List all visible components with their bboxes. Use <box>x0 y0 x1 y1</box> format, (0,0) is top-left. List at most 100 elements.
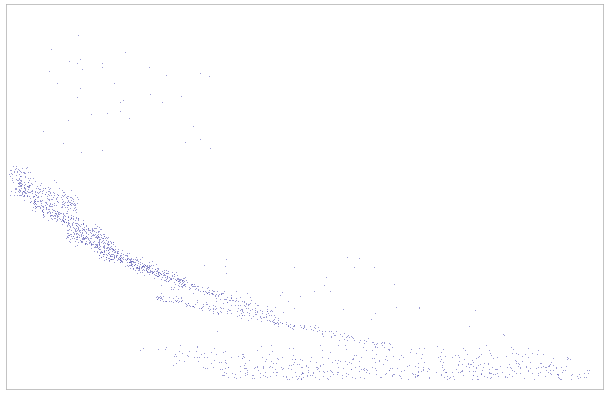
Point <box>125 257 135 264</box>
Point <box>65 239 75 245</box>
Point <box>367 339 377 345</box>
Point <box>176 298 186 304</box>
Point <box>407 369 417 376</box>
Point <box>509 368 519 375</box>
Point <box>71 220 81 226</box>
Point <box>541 364 551 370</box>
Point <box>225 354 235 360</box>
Point <box>253 309 262 316</box>
Point <box>68 219 77 225</box>
Point <box>95 235 105 242</box>
Point <box>10 185 20 191</box>
Point <box>99 243 109 250</box>
Point <box>222 299 231 305</box>
Point <box>11 163 21 169</box>
Point <box>468 363 478 369</box>
Point <box>152 273 161 279</box>
Point <box>418 365 428 372</box>
Point <box>314 368 324 375</box>
Point <box>98 251 108 257</box>
Point <box>213 310 223 316</box>
Point <box>262 308 272 314</box>
Point <box>240 365 250 371</box>
Point <box>451 366 461 373</box>
Point <box>457 368 466 375</box>
Point <box>437 362 446 368</box>
Point <box>82 222 91 228</box>
Point <box>253 302 263 308</box>
Point <box>211 292 220 298</box>
Point <box>151 272 161 278</box>
Point <box>56 217 66 224</box>
Point <box>497 369 507 375</box>
Point <box>13 188 23 195</box>
Point <box>339 330 349 336</box>
Point <box>79 224 89 230</box>
Point <box>267 348 277 354</box>
Point <box>125 265 135 272</box>
Point <box>111 242 121 249</box>
Point <box>151 294 161 300</box>
Point <box>384 340 394 346</box>
Point <box>264 312 274 318</box>
Point <box>433 354 443 360</box>
Point <box>325 367 334 373</box>
Point <box>396 352 406 358</box>
Point <box>144 263 154 269</box>
Point <box>65 201 74 207</box>
Point <box>54 209 63 215</box>
Point <box>65 58 74 64</box>
Point <box>245 297 255 303</box>
Point <box>116 258 126 264</box>
Point <box>283 298 293 304</box>
Point <box>380 371 390 378</box>
Point <box>303 369 312 375</box>
Point <box>18 169 28 175</box>
Point <box>347 374 357 380</box>
Point <box>79 236 88 242</box>
Point <box>238 351 247 357</box>
Point <box>163 278 173 284</box>
Point <box>269 312 279 318</box>
Point <box>92 234 102 240</box>
Point <box>16 191 26 198</box>
Point <box>314 327 323 333</box>
Point <box>171 353 181 359</box>
Point <box>146 268 155 275</box>
Point <box>205 306 215 312</box>
Point <box>123 263 133 270</box>
Point <box>500 373 510 379</box>
Point <box>149 275 159 281</box>
Point <box>471 364 481 370</box>
Point <box>152 296 161 302</box>
Point <box>116 252 125 258</box>
Point <box>175 283 185 290</box>
Point <box>63 222 72 229</box>
Point <box>13 166 23 173</box>
Point <box>33 194 43 200</box>
Point <box>166 298 176 304</box>
Point <box>66 215 76 221</box>
Point <box>153 269 163 275</box>
Point <box>262 306 272 312</box>
Point <box>282 375 292 382</box>
Point <box>277 320 287 326</box>
Point <box>356 366 366 372</box>
Point <box>99 244 108 251</box>
Point <box>125 259 135 265</box>
Point <box>99 239 109 245</box>
Point <box>16 185 26 191</box>
Point <box>538 351 547 357</box>
Point <box>52 215 62 222</box>
Point <box>24 184 34 190</box>
Point <box>52 212 62 218</box>
Point <box>340 342 350 349</box>
Point <box>174 286 183 292</box>
Point <box>272 369 281 375</box>
Point <box>80 241 90 247</box>
Point <box>187 281 197 287</box>
Point <box>261 310 271 317</box>
Point <box>24 193 34 199</box>
Point <box>174 298 183 304</box>
Point <box>179 275 189 281</box>
